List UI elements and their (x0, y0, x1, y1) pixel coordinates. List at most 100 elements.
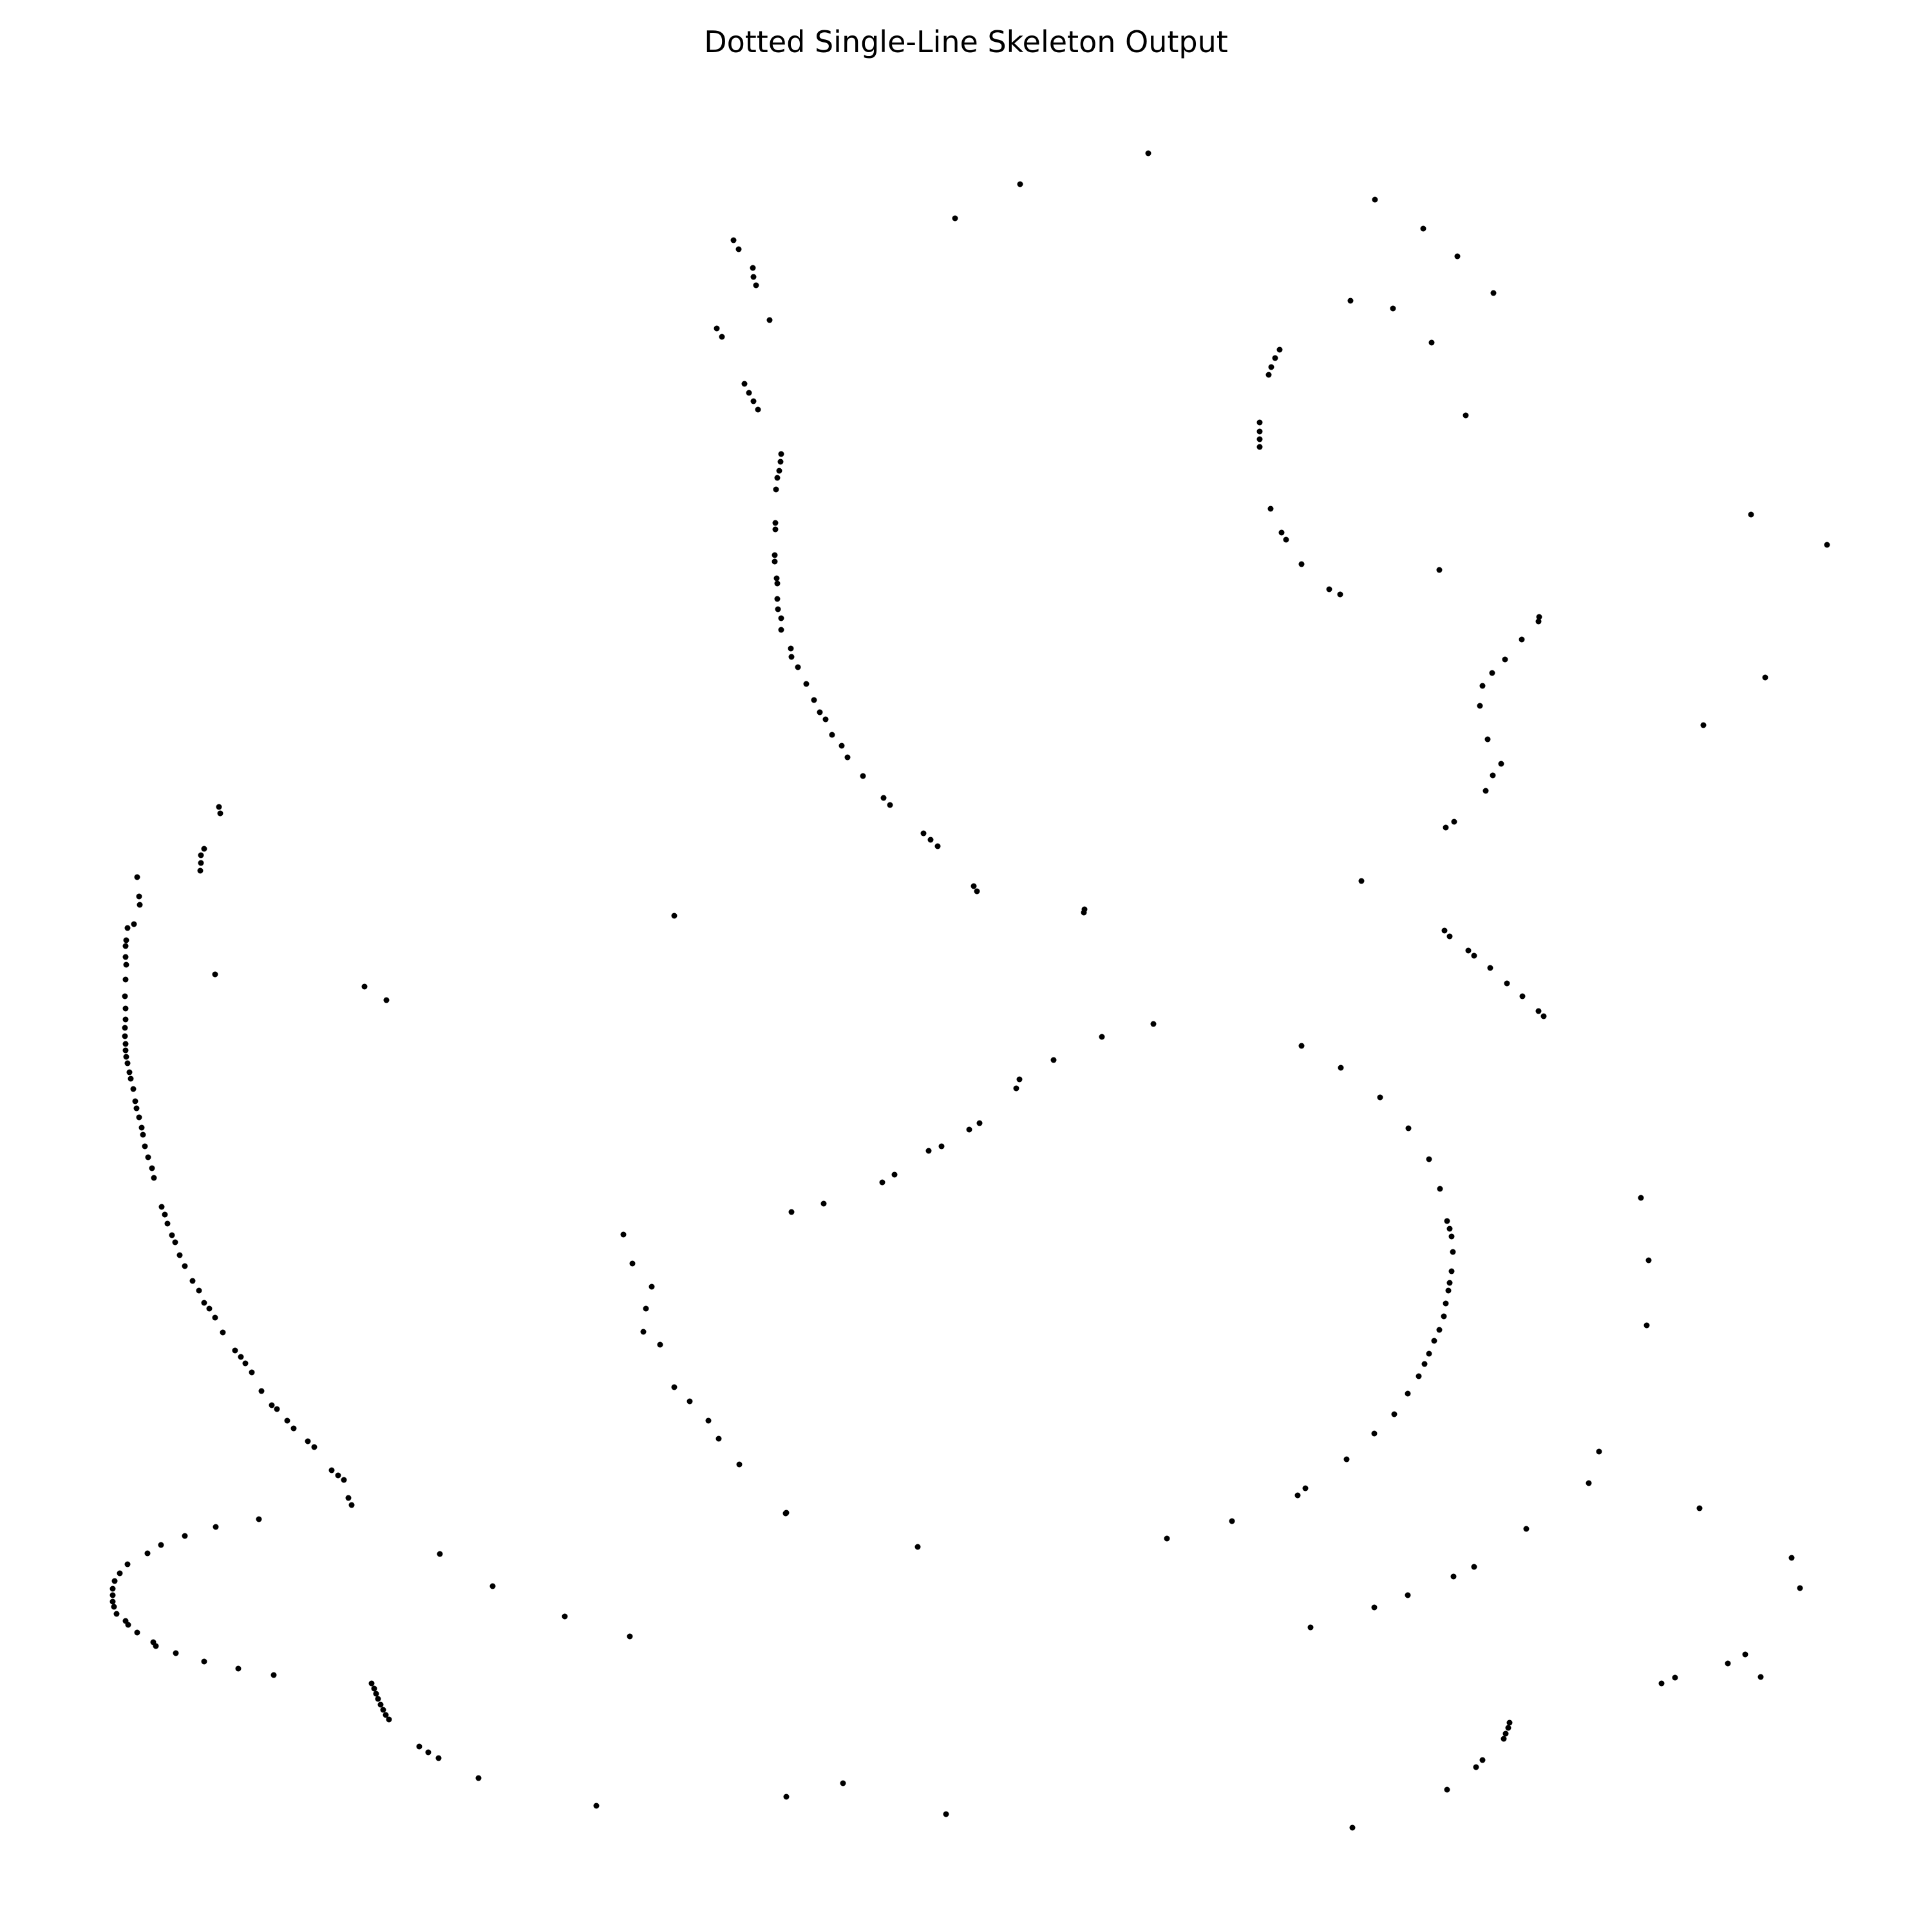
scatter-point (1017, 181, 1023, 187)
scatter-point (1536, 614, 1542, 620)
scatter-point (122, 1005, 129, 1012)
scatter-point (1696, 1505, 1703, 1511)
scatter-point (778, 451, 784, 457)
scatter-point (136, 893, 142, 900)
scatter-point (348, 1502, 355, 1508)
scatter-point (562, 1613, 568, 1620)
scatter-point (122, 1041, 129, 1047)
scatter-point (238, 1354, 244, 1360)
scatter-point (1498, 761, 1504, 767)
scatter-point (705, 1417, 712, 1424)
scatter-point (206, 1305, 213, 1312)
scatter-point (124, 1060, 131, 1066)
scatter-point (1748, 511, 1754, 518)
scatter-point (1431, 1338, 1437, 1344)
scatter-point (778, 627, 784, 633)
scatter-point (1448, 1268, 1455, 1274)
scatter-point (122, 1033, 128, 1039)
scatter-point (123, 961, 129, 968)
scatter-point (1278, 529, 1285, 536)
scatter-point (1428, 339, 1435, 346)
scatter-point (1444, 1218, 1450, 1224)
scatter-point (197, 867, 204, 874)
scatter-point (124, 1561, 131, 1567)
scatter-point (788, 654, 795, 660)
scatter-point (1420, 225, 1426, 232)
scatter-point (201, 1300, 207, 1306)
scatter-point (117, 1570, 123, 1577)
scatter-point (776, 468, 782, 474)
scatter-point (714, 325, 720, 332)
scatter-point (1501, 1736, 1507, 1742)
scatter-point (934, 843, 941, 849)
scatter-point (1343, 1456, 1350, 1463)
scatter-point (774, 596, 781, 602)
scatter-point (1294, 1492, 1301, 1499)
scatter-point (1372, 196, 1378, 203)
scatter-point (198, 852, 204, 858)
scatter-point (1405, 1125, 1412, 1132)
scatter-point (920, 830, 927, 837)
scatter-point (1265, 372, 1272, 378)
scatter-point (772, 558, 778, 565)
scatter-point (844, 754, 851, 761)
scatter-point (109, 1586, 116, 1592)
scatter-point (122, 1025, 128, 1031)
scatter-point (1164, 1535, 1170, 1542)
scatter-point (927, 837, 934, 843)
scatter-point (1797, 1585, 1803, 1591)
scatter-point (109, 1592, 116, 1598)
scatter-point (629, 1260, 636, 1267)
scatter-point (122, 943, 129, 949)
scatter-point (151, 1175, 157, 1181)
scatter-point (258, 1388, 265, 1394)
scatter-point (966, 1126, 972, 1133)
scatter-point (817, 709, 823, 715)
scatter-point (270, 1672, 277, 1678)
scatter-point (212, 971, 218, 978)
scatter-point (1436, 567, 1443, 573)
scatter-point (750, 398, 757, 404)
scatter-point (1502, 1730, 1509, 1737)
scatter-point (925, 1148, 932, 1154)
scatter-point (1471, 1564, 1477, 1570)
scatter-point (1283, 536, 1289, 543)
scatter-point (1302, 1485, 1309, 1492)
scatter-point (1371, 1604, 1378, 1611)
scatter-point (173, 1650, 179, 1656)
scatter-point (201, 846, 207, 852)
scatter-point (131, 921, 137, 927)
scatter-point (1477, 703, 1483, 709)
chart-title: Dotted Single-Line Skeleton Output (704, 24, 1228, 59)
scatter-point (489, 1583, 496, 1589)
scatter-point (383, 997, 390, 1003)
scatter-point (124, 925, 131, 931)
scatter-point (475, 1775, 482, 1781)
scatter-point (1479, 1757, 1486, 1763)
scatter-point (1490, 772, 1496, 779)
scatter-point (1465, 947, 1472, 954)
scatter-point (880, 795, 887, 801)
scatter-point (368, 1680, 375, 1687)
scatter-point (755, 406, 761, 413)
scatter-point (1443, 824, 1449, 831)
scatter-point (715, 1435, 722, 1442)
scatter-point (1416, 1373, 1422, 1379)
scatter-point (212, 1314, 218, 1321)
scatter-point (122, 993, 128, 999)
scatter-point (1443, 1300, 1449, 1307)
scatter-point (750, 265, 756, 271)
scatter-point (1540, 1013, 1547, 1019)
scatter-point (1487, 965, 1493, 971)
scatter-point (1016, 1076, 1023, 1083)
scatter-point (111, 1604, 117, 1610)
scatter-point (822, 716, 829, 723)
scatter-point (130, 1086, 137, 1092)
scatter-point (1390, 305, 1396, 312)
scatter-point (140, 1132, 146, 1138)
scatter-point (256, 1516, 262, 1522)
scatter-point (1473, 1764, 1479, 1770)
scatter-point (753, 282, 759, 289)
scatter-point (1725, 1660, 1731, 1667)
scatter-point (971, 883, 977, 889)
